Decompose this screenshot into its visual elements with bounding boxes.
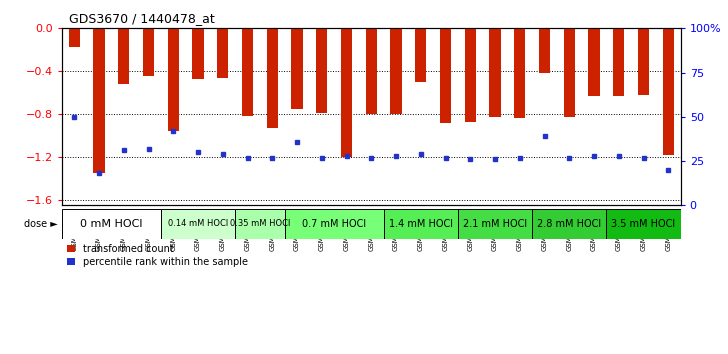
Bar <box>464 28 476 122</box>
Text: 0.7 mM HOCl: 0.7 mM HOCl <box>302 219 366 229</box>
Bar <box>606 209 681 239</box>
Bar <box>93 28 105 173</box>
Bar <box>118 28 130 84</box>
Bar <box>384 209 458 239</box>
Bar <box>68 28 80 47</box>
Bar <box>192 28 204 79</box>
Bar <box>291 28 303 109</box>
Text: 2.1 mM HOCl: 2.1 mM HOCl <box>463 219 527 229</box>
Bar <box>285 209 384 239</box>
Bar <box>143 28 154 75</box>
Bar <box>341 28 352 157</box>
Bar <box>539 28 550 73</box>
Bar <box>514 28 526 119</box>
Bar <box>242 28 253 116</box>
Text: 0.14 mM HOCl: 0.14 mM HOCl <box>168 219 228 228</box>
Bar <box>440 28 451 123</box>
Bar <box>638 28 649 95</box>
Bar <box>662 28 674 155</box>
Bar <box>532 209 606 239</box>
Text: 2.8 mM HOCl: 2.8 mM HOCl <box>537 219 601 229</box>
Bar <box>563 28 575 118</box>
Text: 0 mM HOCl: 0 mM HOCl <box>80 219 143 229</box>
Bar <box>489 28 501 118</box>
Text: dose ►: dose ► <box>25 219 58 229</box>
Bar <box>613 28 625 96</box>
Text: 3.5 mM HOCl: 3.5 mM HOCl <box>612 219 676 229</box>
Bar <box>365 28 377 114</box>
Bar <box>235 209 285 239</box>
Legend: transformed count, percentile rank within the sample: transformed count, percentile rank withi… <box>67 244 248 267</box>
Text: GDS3670 / 1440478_at: GDS3670 / 1440478_at <box>69 12 215 25</box>
Bar <box>458 209 532 239</box>
Bar <box>415 28 427 82</box>
Bar <box>161 209 235 239</box>
Bar <box>62 209 161 239</box>
Bar <box>217 28 229 78</box>
Bar <box>266 28 278 128</box>
Text: 0.35 mM HOCl: 0.35 mM HOCl <box>230 219 290 228</box>
Bar <box>316 28 328 113</box>
Text: 1.4 mM HOCl: 1.4 mM HOCl <box>389 219 453 229</box>
Bar <box>588 28 600 96</box>
Bar <box>390 28 402 114</box>
Bar <box>167 28 179 131</box>
